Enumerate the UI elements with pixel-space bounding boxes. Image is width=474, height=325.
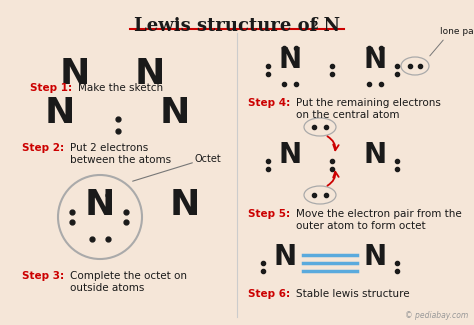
Text: Step 2:: Step 2: (22, 143, 64, 153)
Text: N: N (135, 57, 165, 91)
Text: Step 1:: Step 1: (30, 83, 72, 93)
Text: Step 4:: Step 4: (248, 98, 290, 108)
Text: Octet: Octet (195, 154, 222, 164)
Text: N: N (364, 243, 387, 271)
Text: Lewis structure of N: Lewis structure of N (134, 17, 340, 35)
Text: N: N (60, 57, 90, 91)
Text: N: N (45, 96, 75, 130)
Text: Put 2 electrons
between the atoms: Put 2 electrons between the atoms (70, 143, 171, 164)
Text: Complete the octet on
outside atoms: Complete the octet on outside atoms (70, 271, 187, 293)
Text: N: N (273, 243, 297, 271)
Text: lone pair: lone pair (440, 28, 474, 36)
Text: N: N (160, 96, 190, 130)
Text: Stable lewis structure: Stable lewis structure (296, 289, 410, 299)
Text: N: N (170, 188, 200, 222)
Text: Step 6:: Step 6: (248, 289, 290, 299)
Text: Make the sketch: Make the sketch (78, 83, 163, 93)
Text: N: N (364, 46, 387, 74)
Text: 2: 2 (310, 20, 318, 31)
Text: N: N (85, 188, 115, 222)
Text: N: N (278, 46, 301, 74)
Text: Step 3:: Step 3: (22, 271, 64, 281)
Text: N: N (278, 141, 301, 169)
Text: Put the remaining electrons
on the central atom: Put the remaining electrons on the centr… (296, 98, 441, 120)
Text: © pediabay.com: © pediabay.com (405, 311, 468, 320)
Text: N: N (364, 141, 387, 169)
Text: Move the electron pair from the
outer atom to form octet: Move the electron pair from the outer at… (296, 209, 462, 231)
Text: Step 5:: Step 5: (248, 209, 290, 219)
